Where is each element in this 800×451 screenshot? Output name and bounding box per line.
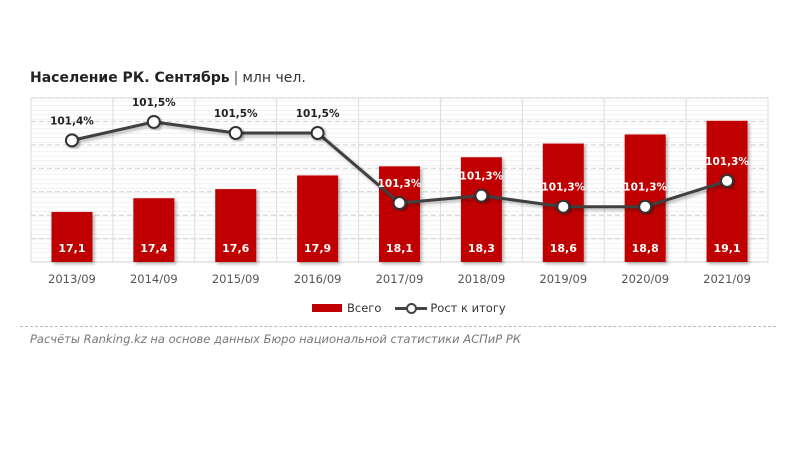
growth-value-label: 101,3% bbox=[541, 182, 585, 194]
bar bbox=[215, 189, 257, 262]
bar bbox=[460, 157, 502, 262]
legend-label-total: Всего bbox=[347, 301, 382, 315]
growth-value-label: 101,4% bbox=[50, 115, 94, 127]
legend-bar-swatch bbox=[312, 304, 342, 312]
growth-value-label: 101,3% bbox=[378, 178, 422, 190]
growth-value-label: 101,5% bbox=[132, 97, 176, 109]
chart: 17,1 17,4 17,6 17,9 18,1 18,3 18,6 18,8 19,1 101… bbox=[30, 97, 769, 286]
legend-item-growth: Рост к итогу bbox=[395, 301, 506, 315]
x-tick-label: 2014/09 bbox=[130, 272, 178, 286]
growth-value-label: 101,5% bbox=[214, 108, 258, 120]
growth-point-marker bbox=[556, 199, 571, 214]
source-note: Расчёты Ranking.kz на основе данных Бюро… bbox=[30, 332, 521, 346]
chart-title-main: Население РК. Сентябрь bbox=[30, 70, 230, 86]
bar bbox=[133, 198, 175, 262]
legend-item-total: Всего bbox=[312, 301, 381, 315]
growth-point-marker bbox=[392, 196, 407, 211]
growth-point-marker bbox=[146, 114, 161, 129]
line-labels: 101,4% 101,5% 101,5% 101,5% 101,3% 101,3% 101,… bbox=[50, 97, 749, 194]
bar-value-label: 17,6 bbox=[222, 242, 249, 255]
bar bbox=[706, 120, 748, 263]
x-tick-label: 2017/09 bbox=[376, 272, 424, 286]
bar-value-label: 18,1 bbox=[386, 242, 413, 255]
legend-label-growth: Рост к итогу bbox=[430, 301, 506, 315]
growth-point-marker bbox=[638, 199, 653, 214]
growth-point-marker bbox=[64, 133, 79, 148]
bar bbox=[297, 175, 339, 262]
x-axis-ticks: 2013/09 2014/09 2015/09 2016/09 2017/09 2018/… bbox=[48, 272, 751, 286]
legend-line-marker-icon bbox=[395, 302, 428, 314]
growth-point-marker bbox=[310, 126, 325, 141]
x-tick-label: 2018/09 bbox=[457, 272, 505, 286]
x-tick-label: 2013/09 bbox=[48, 272, 96, 286]
bar-value-label: 18,3 bbox=[468, 242, 495, 255]
growth-value-label: 101,3% bbox=[460, 171, 504, 183]
growth-point-marker bbox=[228, 126, 243, 141]
x-tick-label: 2015/09 bbox=[212, 272, 260, 286]
growth-point-marker bbox=[720, 173, 735, 188]
bar-value-label: 17,9 bbox=[304, 242, 331, 255]
chart-title: Население РК. Сентябрь | млн чел. bbox=[30, 70, 306, 86]
chart-unit: млн чел. bbox=[242, 70, 306, 86]
bar bbox=[379, 166, 420, 262]
x-tick-label: 2019/09 bbox=[539, 272, 587, 286]
legend: Всего Рост к итогу bbox=[312, 301, 520, 315]
bar-value-label: 17,4 bbox=[140, 242, 167, 255]
growth-value-label: 101,3% bbox=[705, 156, 749, 168]
bar bbox=[51, 211, 93, 262]
bar bbox=[624, 134, 666, 262]
bar-labels: 17,1 17,4 17,6 17,9 18,1 18,3 18,6 18,8 19,1 bbox=[58, 242, 740, 255]
x-tick-label: 2016/09 bbox=[294, 272, 342, 286]
bar-value-label: 17,1 bbox=[58, 242, 85, 255]
growth-value-label: 101,3% bbox=[623, 182, 667, 194]
x-tick-label: 2021/09 bbox=[703, 272, 751, 286]
bars bbox=[51, 120, 748, 263]
footer-divider bbox=[20, 326, 776, 327]
bar-value-label: 19,1 bbox=[713, 242, 740, 255]
x-tick-label: 2020/09 bbox=[621, 272, 669, 286]
growth-line-series bbox=[64, 114, 735, 214]
title-separator: | bbox=[233, 70, 239, 86]
bar-value-label: 18,8 bbox=[632, 242, 659, 255]
growth-point-marker bbox=[474, 188, 489, 203]
bar-value-label: 18,6 bbox=[550, 242, 577, 255]
growth-value-label: 101,5% bbox=[296, 108, 340, 120]
